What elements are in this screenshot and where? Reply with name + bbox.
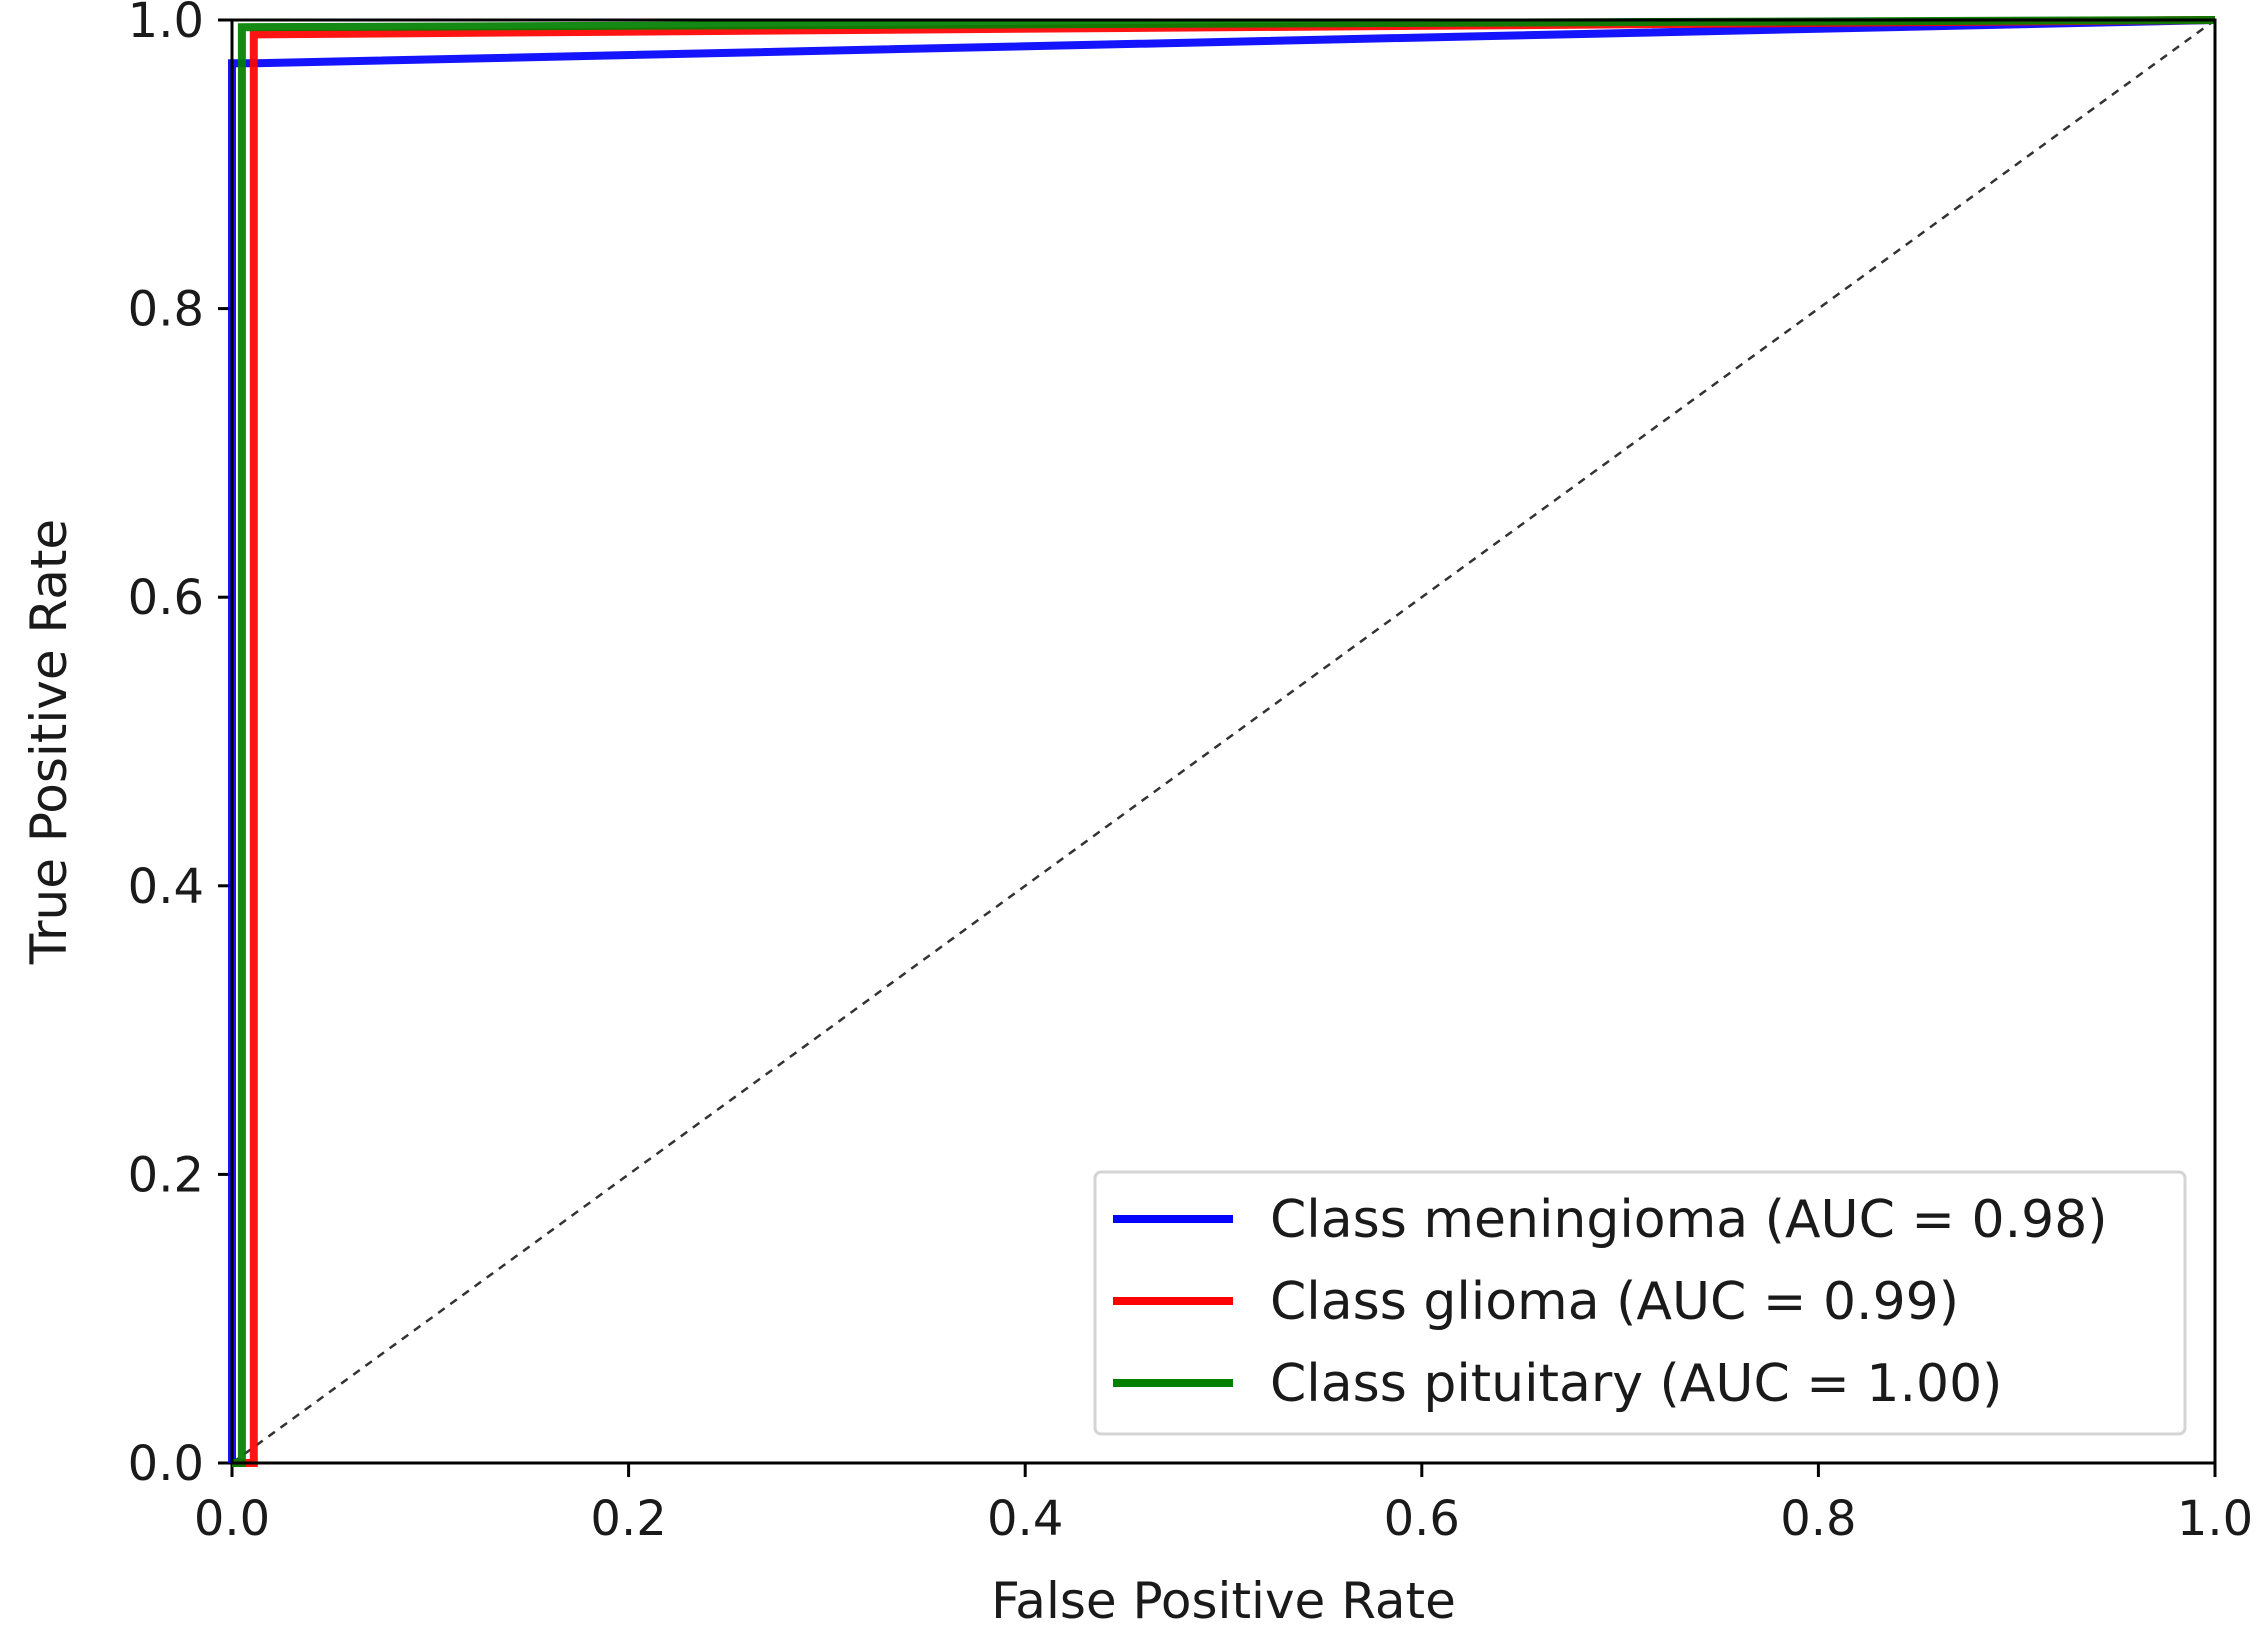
y-ticks: 0.0 0.2 0.4 0.6 0.8 1.0 xyxy=(128,0,232,1492)
y-axis-label: True Positive Rate xyxy=(20,519,78,965)
x-tick-label: 1.0 xyxy=(2177,1491,2253,1547)
chance-diagonal-line xyxy=(231,18,2216,1465)
legend-label: Class pituitary (AUC = 1.00) xyxy=(1270,1354,2002,1414)
x-tick-label: 0.4 xyxy=(987,1491,1063,1547)
x-tick-label: 0.6 xyxy=(1384,1491,1460,1547)
x-tick-label: 0.2 xyxy=(590,1491,666,1547)
y-tick-label: 0.4 xyxy=(128,859,204,915)
x-axis-label: False Positive Rate xyxy=(991,1572,1456,1630)
x-ticks: 0.0 0.2 0.4 0.6 0.8 1.0 xyxy=(194,1463,2253,1547)
y-tick-label: 1.0 xyxy=(128,0,204,49)
legend: Class meningioma (AUC = 0.98) Class gliom… xyxy=(1093,1170,2187,1436)
x-tick-label: 0.8 xyxy=(1780,1491,1856,1547)
x-tick-label: 0.0 xyxy=(194,1491,270,1547)
legend-box xyxy=(1093,1170,2187,1436)
legend-label: Class glioma (AUC = 0.99) xyxy=(1270,1272,1959,1332)
y-tick-label: 0.8 xyxy=(128,282,204,338)
y-tick-label: 0.0 xyxy=(128,1436,204,1492)
legend-label: Class meningioma (AUC = 0.98) xyxy=(1270,1190,2108,1250)
plot-frame xyxy=(230,18,2217,1465)
y-tick-label: 0.6 xyxy=(128,570,204,626)
y-tick-label: 0.2 xyxy=(128,1147,204,1203)
